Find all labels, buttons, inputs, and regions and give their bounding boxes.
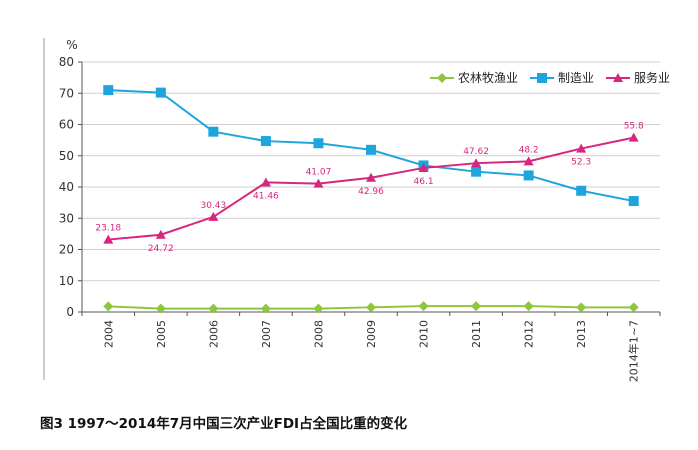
data-label: 55.8: [624, 122, 644, 132]
legend-swatch-marker: [537, 73, 547, 83]
data-point: [628, 132, 639, 142]
x-tick-label: 2007: [260, 320, 273, 348]
data-point: [208, 211, 219, 221]
data-label: 24.72: [148, 244, 174, 254]
y-tick-label: 50: [59, 149, 74, 163]
data-point: [366, 144, 376, 155]
data-point: [523, 170, 534, 181]
data-point: [155, 229, 166, 239]
data-label: 42.96: [358, 187, 384, 197]
y-tick-label: 60: [59, 118, 74, 132]
data-label: 41.07: [306, 168, 332, 178]
y-tick-label: 70: [59, 86, 74, 100]
data-point: [155, 87, 166, 98]
data-point: [523, 301, 534, 312]
legend-swatch-marker: [613, 73, 623, 82]
data-point: [418, 301, 429, 312]
data-label: 47.62: [463, 147, 489, 157]
data-point: [103, 234, 114, 244]
legend-swatch-marker: [437, 73, 447, 83]
data-point: [523, 156, 534, 166]
data-point: [366, 172, 376, 182]
data-point: [313, 138, 324, 149]
legend-label: 农林牧渔业: [458, 71, 518, 85]
x-tick-label: 2014年1~7: [627, 320, 641, 382]
data-point: [576, 185, 587, 196]
data-label: 30.43: [200, 201, 226, 211]
data-label: 48.2: [519, 145, 539, 155]
data-point: [313, 303, 324, 314]
data-label: 46.1: [414, 177, 434, 187]
y-tick-label: 40: [59, 180, 74, 194]
x-tick-label: 2010: [418, 320, 431, 348]
data-point: [366, 302, 376, 313]
x-tick-label: 2008: [312, 320, 325, 348]
data-point: [628, 302, 639, 313]
data-point: [576, 302, 587, 313]
y-tick-label: 10: [59, 274, 74, 288]
x-tick-label: 2012: [523, 320, 536, 348]
data-point: [313, 178, 324, 188]
data-point: [418, 162, 429, 172]
y-tick-label: 0: [66, 305, 74, 319]
data-label: 23.18: [95, 224, 121, 234]
figure-caption: 图3 1997～2014年7月中国三次产业FDI占全国比重的变化: [40, 416, 408, 432]
data-point: [103, 301, 114, 312]
x-tick-label: 2005: [155, 320, 168, 348]
legend-label: 制造业: [558, 71, 594, 85]
data-point: [208, 126, 219, 137]
chart-area: % 0 10 20 30 40 50 60 70 80 2004 2005 2006 2007 2008 20…: [43, 38, 670, 382]
y-tick-label: 80: [59, 55, 74, 69]
data-label: 41.46: [253, 191, 279, 201]
x-tick-label: 2004: [102, 320, 115, 348]
y-tick-label: 30: [59, 211, 74, 225]
data-point: [628, 196, 639, 207]
data-label: 52.3: [571, 158, 591, 168]
legend-label: 服务业: [634, 70, 670, 85]
data-point: [260, 136, 271, 147]
x-tick-label: 2006: [207, 320, 220, 348]
data-point: [471, 158, 482, 168]
x-tick-label: 2011: [470, 320, 483, 348]
y-axis-unit-label: %: [66, 38, 77, 52]
data-point: [576, 143, 587, 153]
data-point: [208, 303, 219, 314]
data-point: [155, 303, 166, 314]
x-tick-label: 2009: [365, 320, 378, 348]
data-point: [260, 177, 271, 187]
y-tick-label: 20: [59, 243, 74, 257]
line-chart: % 0 10 20 30 40 50 60 70 80 2004 2005 2006 2007 2008 20…: [43, 38, 670, 382]
data-point: [103, 85, 114, 96]
data-point: [471, 301, 482, 312]
data-point: [471, 166, 482, 177]
data-point: [260, 303, 271, 314]
x-tick-label: 2013: [575, 320, 588, 348]
